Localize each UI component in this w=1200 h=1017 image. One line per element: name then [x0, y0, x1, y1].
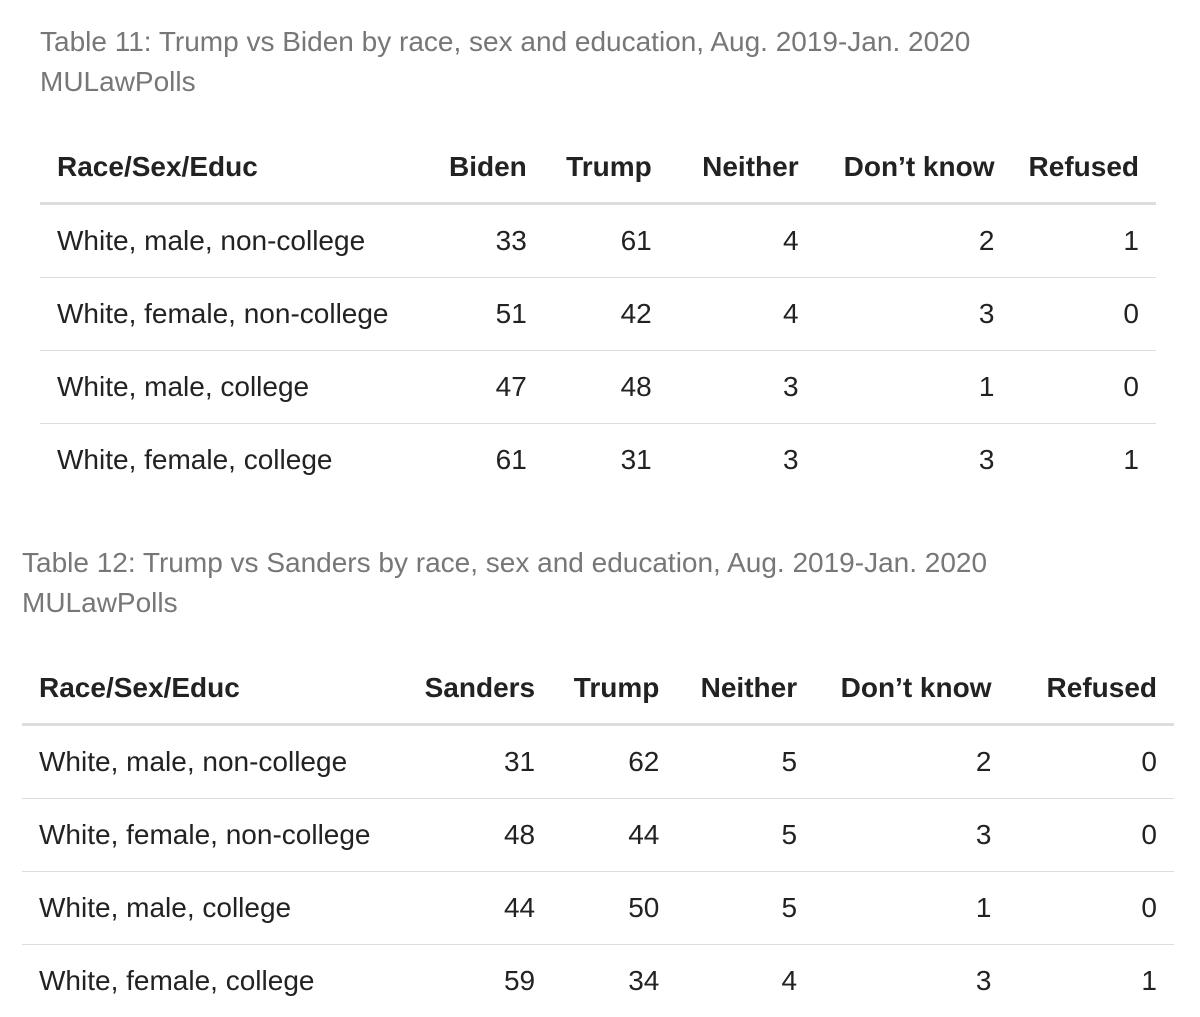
row-label: White, female, non-college	[22, 798, 408, 872]
cell-trump: 61	[620, 225, 652, 256]
table-12-caption-source: MULawPolls	[22, 587, 178, 618]
cell-neither: 5	[676, 798, 815, 872]
cell-trump: 44	[552, 798, 677, 872]
column-header-trump: Trump	[552, 653, 677, 726]
row-label: White, female, college	[22, 944, 408, 1017]
column-header-biden: Biden	[426, 132, 544, 205]
column-header-sanders: Sanders	[407, 653, 553, 726]
cell-trump: 50	[552, 871, 677, 945]
cell-biden: 61	[426, 423, 544, 496]
cell-sanders: 59	[407, 944, 553, 1017]
cell-neither: 4	[783, 225, 799, 256]
cell-refused: 0	[1011, 277, 1156, 351]
cell-refused: 1	[1011, 423, 1156, 496]
cell-neither: 3	[668, 423, 816, 496]
table-11-caption: Table 11: Trump vs Biden by race, sex an…	[40, 22, 1156, 102]
cell-refused: 1	[1123, 225, 1139, 256]
column-header-refused: Refused	[1011, 132, 1156, 205]
cell-sanders: 31	[503, 746, 536, 777]
table-row: White, female, college 59 34 4 3 1	[22, 944, 1174, 1017]
cell-biden: 47	[426, 350, 544, 424]
table-11-block: Table 11: Trump vs Biden by race, sex an…	[40, 22, 1156, 496]
cell-dont-know: 3	[814, 798, 1009, 872]
cell-neither: 5	[676, 871, 815, 945]
cell-refused: 1	[1008, 944, 1174, 1017]
table-header-row: Race/Sex/Educ Biden Trump Neither Don’t …	[40, 132, 1156, 205]
table-row: White, female, college 61 31 3 3 1	[40, 423, 1156, 496]
column-header-trump: Trump	[543, 132, 669, 205]
cell-trump: 34	[552, 944, 677, 1017]
cell-refused: 0	[1008, 871, 1174, 945]
table-12-block: Table 12: Trump vs Sanders by race, sex …	[22, 543, 1174, 1017]
row-label: White, male, non-college	[39, 746, 348, 777]
table-row: White, female, non-college 51 42 4 3 0	[40, 277, 1156, 351]
cell-dont-know: 1	[814, 871, 1009, 945]
cell-sanders: 48	[407, 798, 553, 872]
row-label: White, male, college	[22, 871, 408, 945]
column-header-refused: Refused	[1008, 653, 1174, 726]
column-header-neither: Neither	[668, 132, 816, 205]
cell-biden: 33	[495, 225, 527, 256]
cell-trump: 48	[543, 350, 669, 424]
cell-refused: 0	[1011, 350, 1156, 424]
cell-refused: 0	[1141, 746, 1157, 777]
column-header-dont-know: Don’t know	[814, 653, 1009, 726]
cell-dont-know: 3	[815, 277, 1012, 351]
row-label: White, female, non-college	[40, 277, 427, 351]
table-row: White, male, non-college 31 62 5 2 0	[22, 725, 1174, 799]
table-11-caption-source: MULawPolls	[40, 66, 196, 97]
table-header-row: Race/Sex/Educ Sanders Trump Neither Don’…	[22, 653, 1174, 726]
cell-trump: 31	[543, 423, 669, 496]
table-11: Race/Sex/Educ Biden Trump Neither Don’t …	[40, 132, 1156, 496]
cell-dont-know: 3	[815, 423, 1012, 496]
column-header-neither: Neither	[676, 653, 815, 726]
cell-refused: 0	[1008, 798, 1174, 872]
table-12-caption: Table 12: Trump vs Sanders by race, sex …	[22, 543, 1174, 623]
table-11-caption-title: Table 11: Trump vs Biden by race, sex an…	[40, 26, 971, 57]
table-12: Race/Sex/Educ Sanders Trump Neither Don’…	[22, 653, 1174, 1017]
table-12-caption-title: Table 12: Trump vs Sanders by race, sex …	[22, 547, 988, 578]
cell-neither: 4	[668, 277, 816, 351]
table-row: White, male, non-college 33 61 4 2 1	[40, 204, 1156, 278]
cell-trump: 42	[543, 277, 669, 351]
cell-neither: 4	[676, 944, 815, 1017]
table-row: White, female, non-college 48 44 5 3 0	[22, 798, 1174, 872]
cell-trump: 62	[628, 746, 660, 777]
table-row: White, male, college 44 50 5 1 0	[22, 871, 1174, 945]
row-label: White, female, college	[40, 423, 427, 496]
column-header-race-sex-educ: Race/Sex/Educ	[22, 653, 408, 726]
cell-neither: 3	[668, 350, 816, 424]
cell-sanders: 44	[407, 871, 553, 945]
cell-dont-know: 2	[975, 746, 992, 777]
cell-dont-know: 1	[815, 350, 1012, 424]
cell-neither: 5	[781, 746, 798, 777]
column-header-dont-know: Don’t know	[815, 132, 1012, 205]
row-label: White, male, college	[40, 350, 427, 424]
cell-biden: 51	[426, 277, 544, 351]
cell-dont-know: 3	[814, 944, 1009, 1017]
table-row: White, male, college 47 48 3 1 0	[40, 350, 1156, 424]
cell-dont-know: 2	[978, 225, 995, 256]
column-header-race-sex-educ: Race/Sex/Educ	[40, 132, 427, 205]
row-label: White, male, non-college	[57, 225, 366, 256]
